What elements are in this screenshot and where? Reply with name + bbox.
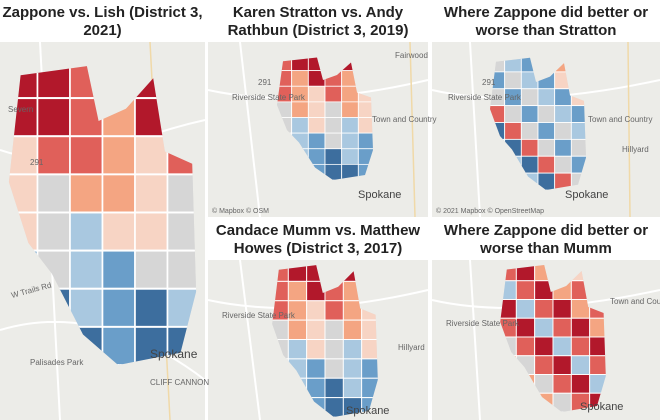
- map-label: Riverside State Park: [448, 93, 522, 102]
- map-label: 291: [258, 78, 272, 87]
- panel-title: Where Zappone did better or worse than M…: [443, 222, 649, 257]
- map-label: Fairwood: [395, 51, 428, 60]
- panel-title: Karen Stratton vs. Andy Rathbun (Distric…: [227, 4, 409, 39]
- map-label: Spokane: [150, 347, 198, 361]
- map-label: 291: [482, 78, 496, 87]
- map-label: Town and Country: [588, 115, 652, 124]
- map-label: Spokane: [580, 401, 623, 413]
- map-label: Riverside State Park: [232, 93, 306, 102]
- map-label: Riverside State Park: [222, 311, 296, 320]
- map-label: Spokane: [346, 405, 389, 417]
- map-label: Town and Country: [610, 297, 660, 306]
- map-label: © Mapbox © OSM: [212, 207, 269, 215]
- map-label: Town and Country: [372, 115, 436, 124]
- map-label: Spokane: [358, 189, 401, 201]
- map-label: 291: [30, 158, 44, 167]
- panel-title: Zappone vs. Lish (District 3, 2021): [2, 4, 203, 39]
- map-label: © 2021 Mapbox © OpenStreetMap: [436, 207, 544, 215]
- map-label: Severn: [8, 105, 33, 114]
- map-label: Hillyard: [398, 343, 425, 352]
- map-label: CLIFF CANNON: [150, 378, 209, 387]
- map-label: Riverside State Park: [446, 319, 520, 328]
- map-label: Hillyard: [622, 145, 649, 154]
- panel-title: Where Zappone did better or worse than S…: [443, 4, 649, 39]
- map-label: Palisades Park: [30, 358, 84, 367]
- map-label: Spokane: [565, 189, 608, 201]
- panel-title: Candace Mumm vs. Matthew Howes (District…: [215, 222, 421, 257]
